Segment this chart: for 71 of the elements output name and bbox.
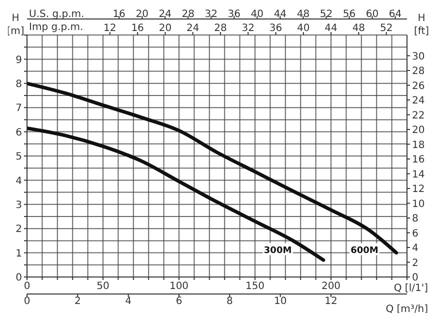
y2-tick-label: 28 bbox=[412, 66, 425, 78]
line-series bbox=[27, 126, 326, 262]
text: 44 bbox=[324, 23, 338, 34]
text: Q [m³/h] bbox=[386, 304, 428, 315]
x2-tick-label: 44 bbox=[274, 9, 287, 20]
y2-tick-label: 30 bbox=[412, 51, 425, 62]
y2-tick-label: 20 bbox=[412, 125, 425, 136]
y2-tick-label: 22 bbox=[412, 110, 425, 122]
text: 8 bbox=[226, 296, 233, 307]
y2-tick-label: 26 bbox=[412, 80, 425, 92]
y2-tick-label: 6 bbox=[412, 228, 418, 240]
x2-tick-label: 52 bbox=[320, 9, 333, 20]
text: 16 bbox=[131, 23, 144, 34]
y-tick-label: 7 bbox=[16, 103, 22, 114]
y-tick-label: 8 bbox=[16, 78, 22, 90]
y2-tick-label: 16 bbox=[412, 154, 425, 166]
y2-tick-label: 10 bbox=[412, 198, 425, 210]
x2-tick-label: 32 bbox=[204, 9, 218, 20]
x-tick-label: 100 bbox=[169, 281, 189, 292]
text: 28 bbox=[214, 23, 227, 34]
y2-tick-label: 2 bbox=[412, 258, 418, 269]
text: 2 bbox=[74, 296, 81, 307]
y-tick-label: 6 bbox=[16, 127, 22, 138]
y-tick-label: 9 bbox=[16, 54, 22, 66]
x2-tick-label: 24 bbox=[158, 9, 172, 20]
x-tick-label: 0 bbox=[24, 281, 30, 292]
text: 24 bbox=[186, 23, 200, 34]
x2-tick-label: 64 bbox=[388, 9, 402, 20]
text: 36 bbox=[269, 23, 282, 34]
text: 6 bbox=[176, 296, 182, 307]
y-tick-label: 0 bbox=[16, 272, 22, 284]
text: 0 bbox=[24, 296, 30, 307]
x-axis-title: Q [l/1'] bbox=[394, 283, 428, 294]
line-series bbox=[27, 82, 398, 255]
y-tick-label: 1 bbox=[16, 248, 22, 260]
y2-tick-label: 4 bbox=[412, 243, 418, 254]
y2-tick-label: 24 bbox=[412, 96, 425, 107]
y2-axis-title: H [ft] bbox=[414, 13, 430, 37]
text: 48 bbox=[352, 23, 366, 34]
x-tick-label: 200 bbox=[321, 281, 341, 292]
y2-tick-label: 14 bbox=[412, 169, 425, 180]
x2-tick-label: 40 bbox=[250, 9, 264, 20]
annotation: 600M bbox=[350, 246, 378, 256]
y-tick-label: 3 bbox=[16, 200, 22, 211]
text: 4 bbox=[125, 296, 132, 307]
y2-tick-label: 12 bbox=[412, 184, 425, 196]
annotation: 300M bbox=[264, 246, 292, 256]
x2-tick-label: 56 bbox=[342, 9, 356, 20]
text: 40 bbox=[297, 23, 310, 34]
text: 20 bbox=[158, 23, 172, 34]
x2-tick-label: 36 bbox=[228, 9, 241, 20]
x2-tick-label: 20 bbox=[136, 9, 148, 20]
text: 12 bbox=[104, 23, 116, 34]
y2-tick-label: 8 bbox=[412, 214, 418, 225]
text: 32 bbox=[242, 23, 254, 34]
x-tick-label: 50 bbox=[96, 281, 110, 292]
x2-tick-label: 48 bbox=[296, 9, 310, 20]
x2-tick-label: 16 bbox=[112, 9, 126, 20]
text: 52 bbox=[380, 23, 393, 34]
y-tick-label: 4 bbox=[16, 176, 22, 187]
y-tick-label: 5 bbox=[16, 152, 22, 163]
text: 10 bbox=[274, 296, 287, 307]
x2-axis-title: U.S. g.p.m. bbox=[29, 9, 84, 20]
y2-tick-label: 18 bbox=[412, 140, 425, 151]
text: 12 bbox=[324, 296, 338, 307]
y2-tick-label: 0 bbox=[412, 272, 418, 284]
y-tick-label: 2 bbox=[16, 224, 22, 236]
x-tick-label: 150 bbox=[245, 281, 265, 292]
text: Imp g.p.m. bbox=[29, 22, 84, 33]
x2-tick-label: 28 bbox=[182, 9, 194, 20]
x2-tick-label: 60 bbox=[366, 9, 379, 20]
